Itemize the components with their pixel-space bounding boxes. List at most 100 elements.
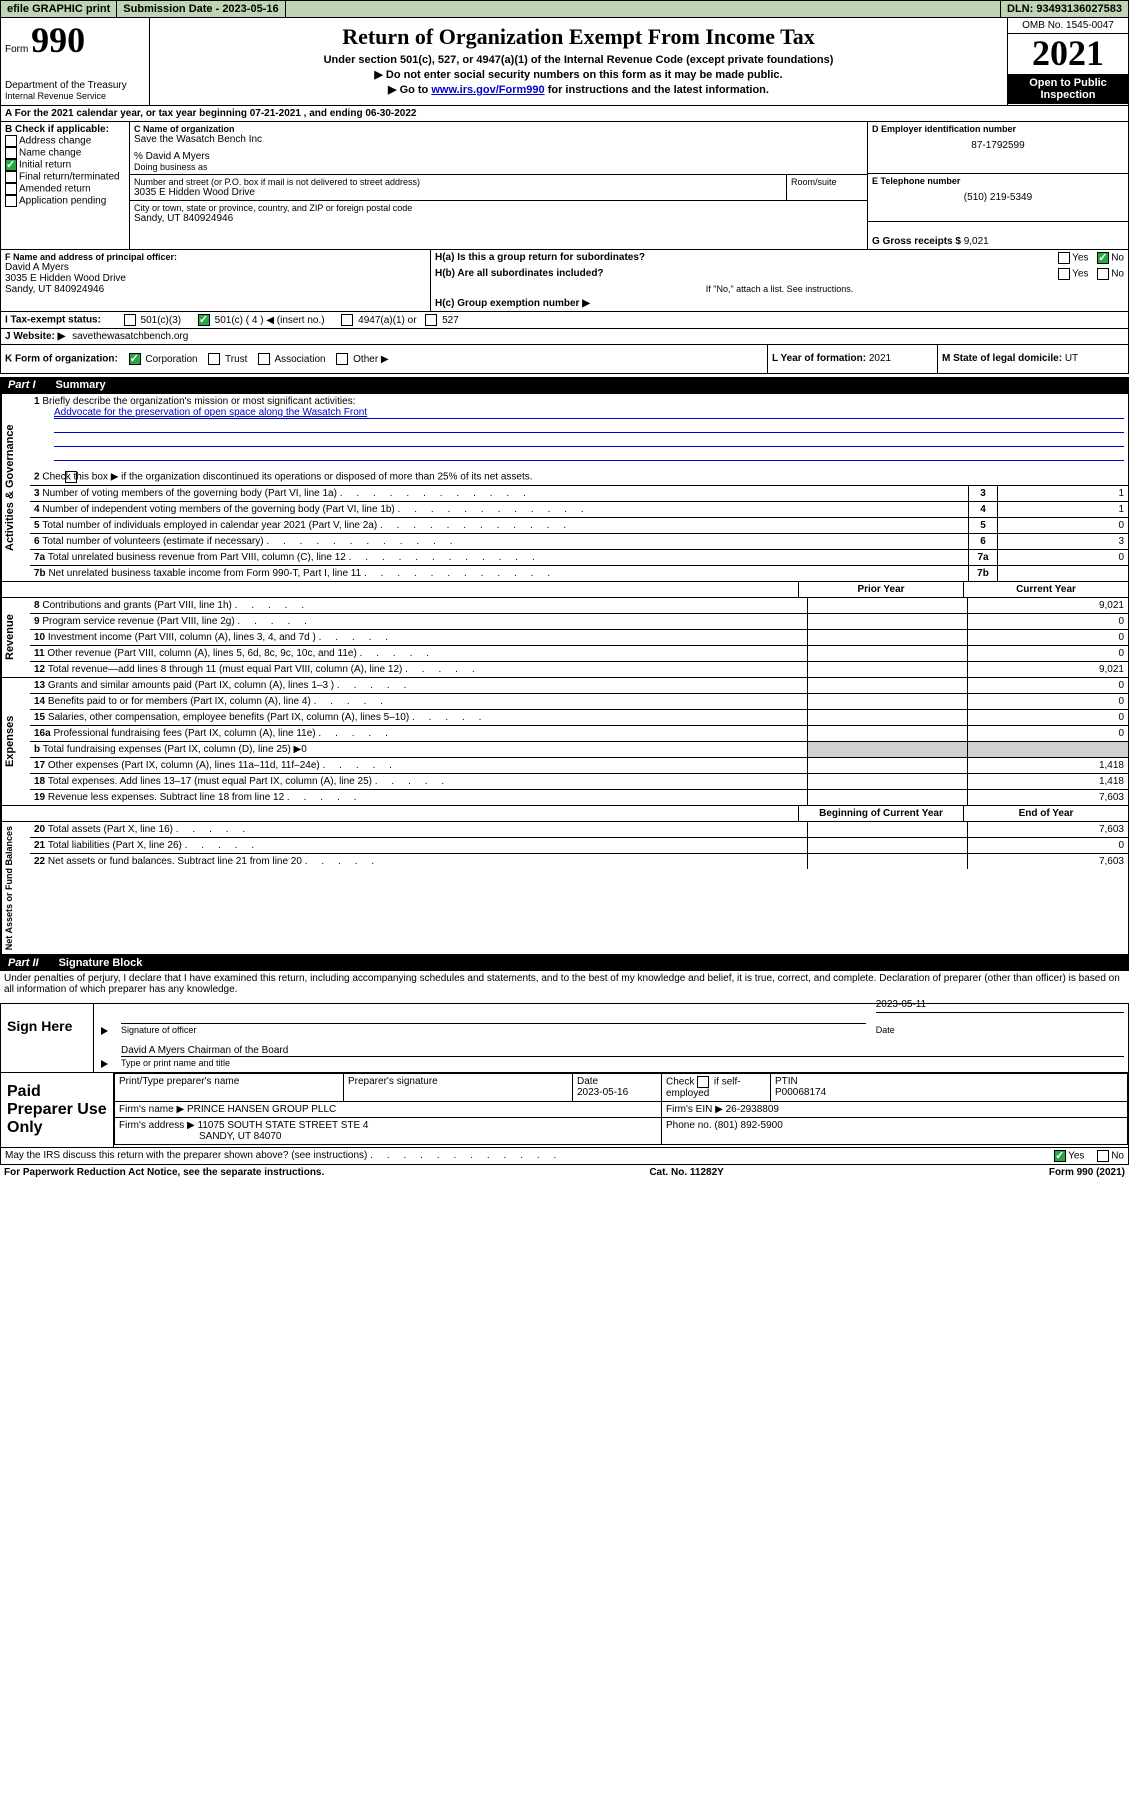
hb-no[interactable]: No xyxy=(1111,269,1124,280)
gross-receipts: 9,021 xyxy=(964,236,989,247)
box-b-label: B Check if applicable: xyxy=(5,124,125,135)
gov-row-7b: 7b Net unrelated business taxable income… xyxy=(30,565,1128,581)
f-h-block: F Name and address of principal officer:… xyxy=(0,250,1129,312)
paid-preparer-label: Paid Preparer Use Only xyxy=(1,1073,114,1147)
check-name-change[interactable]: Name change xyxy=(19,148,81,159)
sig-officer-field[interactable]: Signature of officer xyxy=(121,1023,866,1035)
501c-insert[interactable]: 501(c) ( 4 ) ◀ (insert no.) xyxy=(215,315,325,326)
side-expenses: Expenses xyxy=(1,678,30,805)
form-title: Return of Organization Exempt From Incom… xyxy=(158,24,999,50)
gov-row-3: 3 Number of voting members of the govern… xyxy=(30,485,1128,501)
part1-header: Part I Summary xyxy=(0,377,1129,393)
side-rev-stub xyxy=(1,582,30,597)
k-corp[interactable]: Corporation xyxy=(145,354,197,365)
prep-date-label: Date xyxy=(577,1076,598,1087)
data-row-20: 20 Total assets (Part X, line 16)7,603 xyxy=(30,822,1128,837)
footer-right: Form 990 (2021) xyxy=(1049,1167,1125,1178)
check-amended[interactable]: Amended return xyxy=(19,184,91,195)
submission-date: Submission Date - 2023-05-16 xyxy=(117,1,285,17)
form-number: 990 xyxy=(31,20,85,60)
data-row-10: 10 Investment income (Part VIII, column … xyxy=(30,629,1128,645)
care-of: % David A Myers xyxy=(134,151,863,162)
k-other[interactable]: Other ▶ xyxy=(353,354,388,365)
subtitle-3-pre: ▶ Go to xyxy=(388,84,431,96)
line-i: I Tax-exempt status: 501(c)(3) 501(c) ( … xyxy=(0,312,1129,329)
firm-addr: 11075 SOUTH STATE STREET STE 4 xyxy=(198,1120,369,1131)
gov-row-6: 6 Total number of volunteers (estimate i… xyxy=(30,533,1128,549)
col-end: End of Year xyxy=(964,806,1128,821)
data-row-14: 14 Benefits paid to or for members (Part… xyxy=(30,693,1128,709)
street-address: 3035 E Hidden Wood Drive xyxy=(134,187,782,198)
side-revenue: Revenue xyxy=(1,598,30,677)
hb-label: H(b) Are all subordinates included? xyxy=(435,268,604,279)
col-curr: Current Year xyxy=(964,582,1128,597)
addr-label: Number and street (or P.O. box if mail i… xyxy=(134,177,782,187)
part2-header: Part II Signature Block xyxy=(0,955,1129,971)
ha-no[interactable]: No xyxy=(1111,253,1124,264)
part1-body: Activities & Governance 1 Briefly descri… xyxy=(0,393,1129,582)
data-row-13: 13 Grants and similar amounts paid (Part… xyxy=(30,678,1128,693)
data-row-12: 12 Total revenue—add lines 8 through 11 … xyxy=(30,661,1128,677)
check-final-return[interactable]: Final return/terminated xyxy=(19,172,120,183)
data-row-19: 19 Revenue less expenses. Subtract line … xyxy=(30,789,1128,805)
na-header: Beginning of Current Year End of Year xyxy=(0,806,1129,822)
subtitle-1: Under section 501(c), 527, or 4947(a)(1)… xyxy=(158,54,999,66)
data-row-11: 11 Other revenue (Part VIII, column (A),… xyxy=(30,645,1128,661)
prep-date: 2023-05-16 xyxy=(577,1087,628,1098)
discuss-line: May the IRS discuss this return with the… xyxy=(0,1148,1129,1165)
check-app-pending[interactable]: Application pending xyxy=(19,196,106,207)
form-header: Form 990 Department of the Treasury Inte… xyxy=(0,18,1129,106)
side-netassets: Net Assets or Fund Balances xyxy=(1,822,30,954)
527[interactable]: 527 xyxy=(442,315,459,326)
k-trust[interactable]: Trust xyxy=(225,354,247,365)
firm-name: PRINCE HANSEN GROUP PLLC xyxy=(187,1104,336,1115)
data-row-8: 8 Contributions and grants (Part VIII, l… xyxy=(30,598,1128,613)
org-name: Save the Wasatch Bench Inc xyxy=(134,134,863,145)
revenue-block: Revenue 8 Contributions and grants (Part… xyxy=(0,598,1129,678)
col-prior: Prior Year xyxy=(799,582,964,597)
line-j: J Website: ▶ savethewasatchbench.org xyxy=(0,329,1129,345)
box-f-label: F Name and address of principal officer: xyxy=(5,252,426,262)
firm-phone: (801) 892-5900 xyxy=(714,1120,782,1131)
netassets-block: Net Assets or Fund Balances 20 Total ass… xyxy=(0,822,1129,955)
box-e-label: E Telephone number xyxy=(872,176,1124,186)
org-info-block: B Check if applicable: Address change Na… xyxy=(0,122,1129,250)
firm-city: SANDY, UT 84070 xyxy=(199,1131,281,1142)
mission-text: Addvocate for the preservation of open s… xyxy=(54,407,367,418)
footer-left: For Paperwork Reduction Act Notice, see … xyxy=(4,1167,324,1178)
data-row-16a: 16a Professional fundraising fees (Part … xyxy=(30,725,1128,741)
line-klm: K Form of organization: Corporation Trus… xyxy=(0,345,1129,374)
data-row-17: 17 Other expenses (Part IX, column (A), … xyxy=(30,757,1128,773)
check-address-change[interactable]: Address change xyxy=(19,136,91,147)
perjury-text: Under penalties of perjury, I declare th… xyxy=(0,971,1129,997)
hb-note: If "No," attach a list. See instructions… xyxy=(431,282,1128,296)
ha-label: H(a) Is this a group return for subordin… xyxy=(435,252,645,263)
discuss-no[interactable]: No xyxy=(1111,1151,1124,1162)
4947a1[interactable]: 4947(a)(1) or xyxy=(358,315,416,326)
501c3[interactable]: 501(c)(3) xyxy=(141,315,182,326)
irs-form990-link[interactable]: www.irs.gov/Form990 xyxy=(431,84,544,96)
ptin: P00068174 xyxy=(775,1087,826,1098)
rev-header: Prior Year Current Year xyxy=(0,582,1129,598)
type-name-label: Type or print name and title xyxy=(121,1056,1124,1068)
website[interactable]: savethewasatchbench.org xyxy=(72,331,188,342)
col-beg: Beginning of Current Year xyxy=(799,806,964,821)
ha-yes[interactable]: Yes xyxy=(1072,253,1088,264)
paid-preparer-block: Paid Preparer Use Only Print/Type prepar… xyxy=(0,1073,1129,1148)
top-bar: efile GRAPHIC print Submission Date - 20… xyxy=(0,0,1129,18)
k-assoc[interactable]: Association xyxy=(274,354,325,365)
discuss-yes[interactable]: Yes xyxy=(1068,1151,1084,1162)
city-label: City or town, state or province, country… xyxy=(134,203,863,213)
efile-link[interactable]: efile GRAPHIC print xyxy=(1,1,117,17)
check-initial-return[interactable]: Initial return xyxy=(19,160,71,171)
expenses-block: Expenses 13 Grants and similar amounts p… xyxy=(0,678,1129,806)
dept-treasury: Department of the Treasury xyxy=(5,80,145,91)
gov-row-7a: 7a Total unrelated business revenue from… xyxy=(30,549,1128,565)
footer: For Paperwork Reduction Act Notice, see … xyxy=(0,1165,1129,1180)
year-formation: 2021 xyxy=(869,353,891,364)
dln: DLN: 93493136027583 xyxy=(1000,1,1128,17)
hb-yes[interactable]: Yes xyxy=(1072,269,1088,280)
gov-row-5: 5 Total number of individuals employed i… xyxy=(30,517,1128,533)
ptin-label: PTIN xyxy=(775,1076,798,1087)
l1-label: Briefly describe the organization's miss… xyxy=(42,396,355,407)
